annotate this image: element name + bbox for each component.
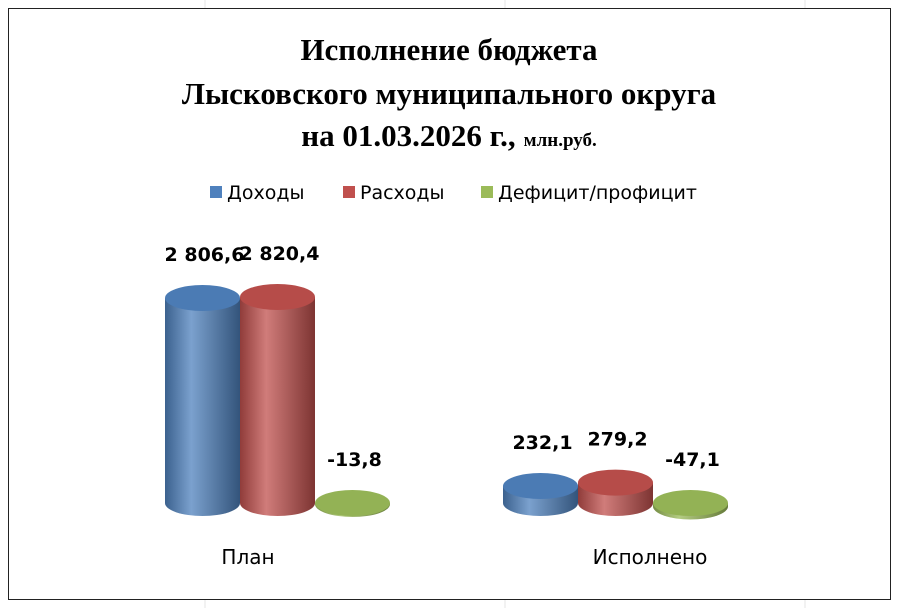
bar-top — [578, 469, 653, 496]
chart-frame — [8, 8, 891, 600]
x-tick-label: План — [221, 545, 274, 569]
bar — [240, 297, 315, 517]
chart-title: Лысковского муниципального округа — [182, 76, 717, 111]
value-label: 2 820,4 — [240, 243, 320, 265]
bar-top — [315, 490, 390, 516]
chart-title: на 01.03.2026 г., — [301, 118, 515, 153]
bar-top — [503, 473, 578, 500]
x-tick-label: Исполнено — [593, 545, 708, 569]
sheet-grid — [204, 0, 806, 608]
legend-label: Дефицит/профицит — [498, 182, 697, 204]
legend-swatch — [343, 186, 355, 198]
legend-label: Расходы — [360, 182, 445, 204]
value-label: 279,2 — [587, 429, 647, 451]
value-label: -13,8 — [327, 449, 382, 471]
value-label: 232,1 — [512, 432, 572, 454]
bar — [165, 298, 240, 517]
chart-title: на 01.03.2026 г., млн.руб. — [301, 118, 597, 153]
legend-swatch — [210, 186, 222, 198]
bar-top — [653, 490, 728, 516]
legend-swatch — [481, 186, 493, 198]
bar-top — [165, 285, 240, 312]
units: млн.руб. — [524, 130, 597, 151]
value-label: -47,1 — [665, 449, 720, 471]
legend-label: Доходы — [227, 182, 304, 204]
bar-top — [240, 284, 315, 310]
value-label: 2 806,6 — [165, 244, 245, 266]
chart-title: Исполнение бюджета — [300, 32, 598, 67]
